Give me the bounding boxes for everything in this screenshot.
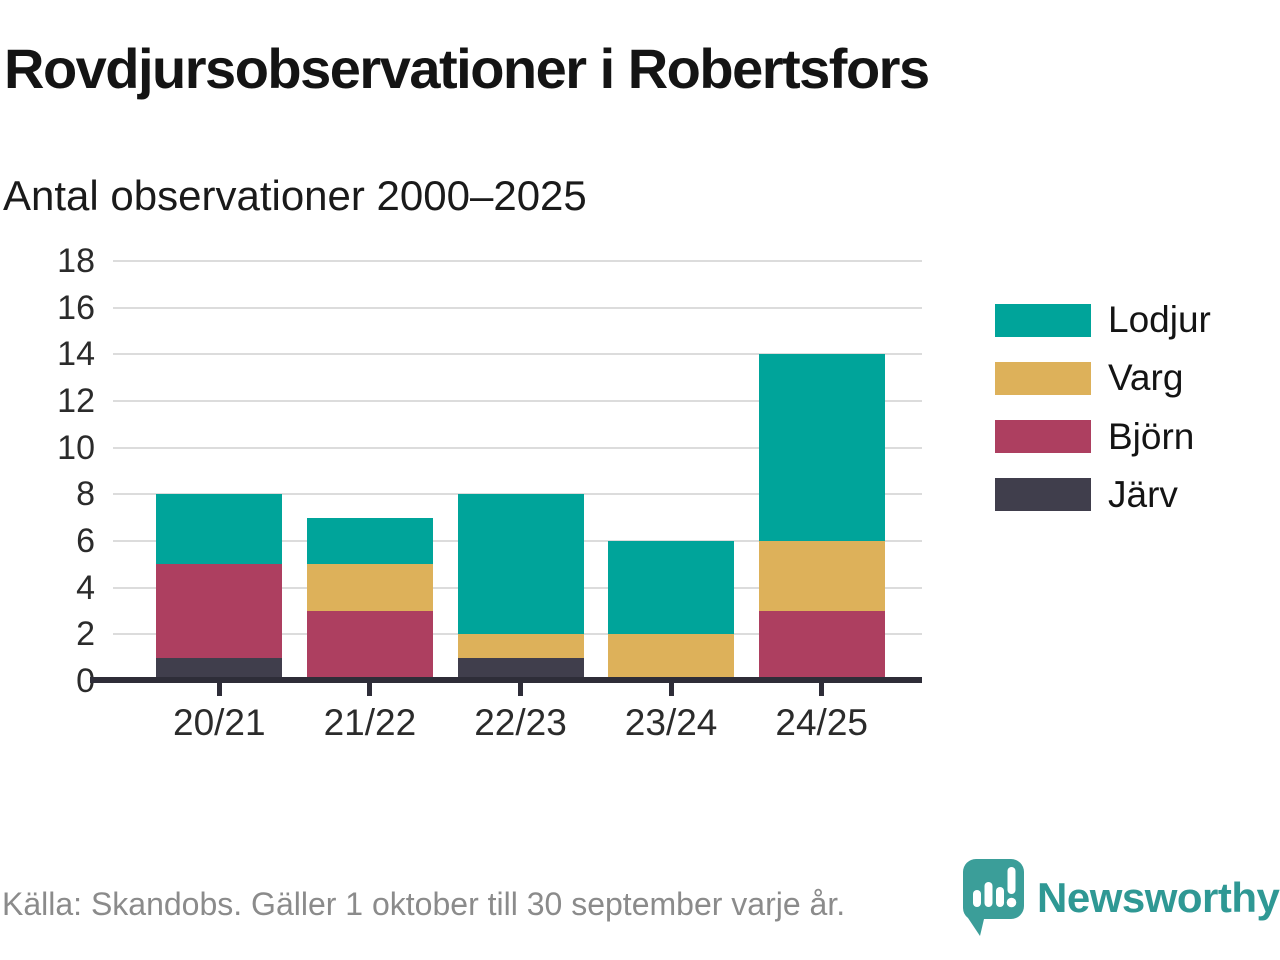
x-axis-label: 22/23 [474, 702, 567, 743]
bar-segment-björn-20-21 [156, 564, 283, 658]
bar-segment-järv-20-21 [156, 657, 283, 681]
y-axis-label: 12 [57, 382, 95, 420]
x-axis-tick [216, 683, 222, 696]
x-axis-line [90, 677, 922, 683]
newsworthy-logo-icon [963, 859, 1024, 936]
page-subtitle: Antal observationer 2000–2025 [3, 172, 587, 219]
bar-segment-varg-21-22 [306, 564, 433, 611]
legend-label: Lodjur [1108, 299, 1211, 340]
x-axis-tick [518, 683, 523, 696]
y-axis-label: 2 [76, 615, 95, 654]
gridline-y10 [113, 446, 922, 449]
newsworthy-logo: Newsworthy [962, 858, 1280, 938]
y-axis-label: 18 [57, 242, 95, 280]
bar-segment-järv-22-23 [457, 657, 584, 681]
gridline-y16 [113, 306, 922, 309]
y-axis-label: 8 [76, 475, 95, 514]
x-axis-tick [668, 683, 674, 696]
legend-item-björn: Björn [995, 416, 1194, 458]
legend-item-järv: Järv [995, 474, 1178, 516]
bar-segment-lodjur-21-22 [306, 517, 433, 565]
bar-segment-lodjur-22-23 [457, 494, 584, 635]
gridline-y12 [113, 400, 922, 402]
x-axis-tick [819, 683, 825, 696]
gridline-y14 [113, 353, 922, 356]
x-axis-label: 20/21 [173, 702, 266, 743]
source-note: Källa: Skandobs. Gäller 1 oktober till 3… [2, 886, 846, 922]
legend-swatch-lodjur [995, 303, 1091, 337]
y-axis-label: 4 [76, 568, 95, 607]
legend-swatch-järv [995, 478, 1091, 512]
page-title: Rovdjursobservationer i Robertsfors [4, 37, 930, 100]
x-axis-label: 23/24 [624, 702, 718, 743]
legend-label: Björn [1108, 415, 1195, 457]
gridline-y18 [113, 260, 922, 262]
y-axis-label: 6 [76, 522, 95, 560]
bar-segment-björn-24-25 [758, 611, 885, 681]
bar-segment-lodjur-24-25 [758, 354, 885, 541]
newsworthy-logo-text: Newsworthy [1037, 874, 1280, 921]
legend-swatch-varg [995, 361, 1091, 395]
bar-segment-varg-23-24 [608, 634, 735, 681]
legend-item-lodjur: Lodjur [995, 299, 1211, 341]
legend-label: Järv [1108, 473, 1178, 515]
y-axis-label: 0 [76, 662, 95, 700]
y-axis-label: 10 [57, 428, 95, 467]
x-axis-label: 21/22 [323, 702, 417, 743]
bar-segment-björn-21-22 [306, 611, 433, 681]
x-axis-tick [367, 683, 373, 696]
y-axis-label: 14 [57, 335, 95, 374]
legend-label: Varg [1108, 357, 1184, 399]
y-axis-label: 16 [57, 288, 95, 327]
legend-item-varg: Varg [995, 357, 1183, 399]
bar-segment-lodjur-20-21 [156, 494, 283, 565]
legend-swatch-björn [995, 420, 1091, 454]
x-axis-label: 24/25 [775, 702, 868, 743]
bar-segment-varg-22-23 [457, 634, 584, 658]
bar-segment-lodjur-23-24 [608, 541, 735, 635]
bar-segment-varg-24-25 [758, 541, 885, 611]
